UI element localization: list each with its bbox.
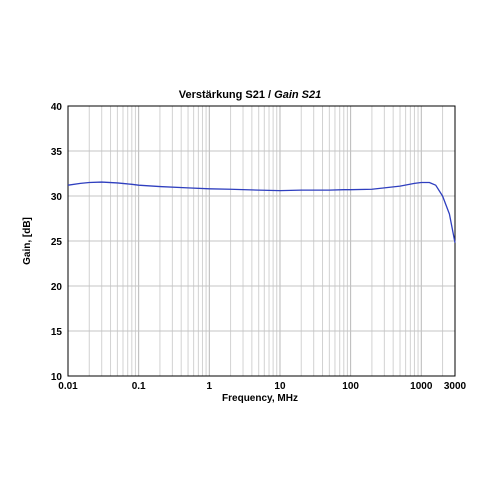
y-tick-label: 40 [51, 102, 63, 113]
x-tick-label: 3000 [444, 381, 467, 392]
x-tick-label: 1 [207, 381, 213, 392]
y-axis-label: Gain, [dB] [22, 217, 33, 265]
y-tick-label: 15 [51, 327, 63, 338]
x-tick-label: 10 [274, 381, 286, 392]
y-tick-label: 25 [51, 237, 63, 248]
y-tick-label: 30 [51, 192, 63, 203]
data-layer [67, 181, 456, 243]
x-tick-label: 1000 [410, 381, 433, 392]
y-tick-label: 10 [51, 372, 63, 383]
chart-title-italic: Gain S21 [274, 89, 321, 101]
x-tick-label: 0.01 [58, 381, 78, 392]
y-tick-label: 35 [51, 147, 63, 158]
x-axis-label: Frequency, MHz [222, 393, 298, 404]
gain-series-line [67, 181, 456, 243]
chart-title: Verstärkung S21 / Gain S21 [179, 89, 321, 101]
x-tick-label: 0.1 [132, 381, 146, 392]
tick-labels: 0.01 0.1 1 10 100 1000 3000 10 15 20 25 30 35 40 [51, 102, 467, 392]
x-tick-label: 100 [342, 381, 359, 392]
chart-title-main: Verstärkung S21 / [179, 89, 274, 101]
y-tick-label: 20 [51, 282, 63, 293]
grid-lines [68, 106, 455, 376]
